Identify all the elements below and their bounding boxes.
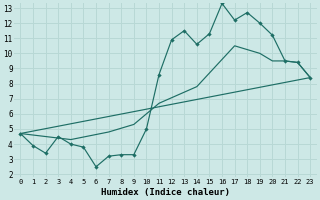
- X-axis label: Humidex (Indice chaleur): Humidex (Indice chaleur): [101, 188, 230, 197]
